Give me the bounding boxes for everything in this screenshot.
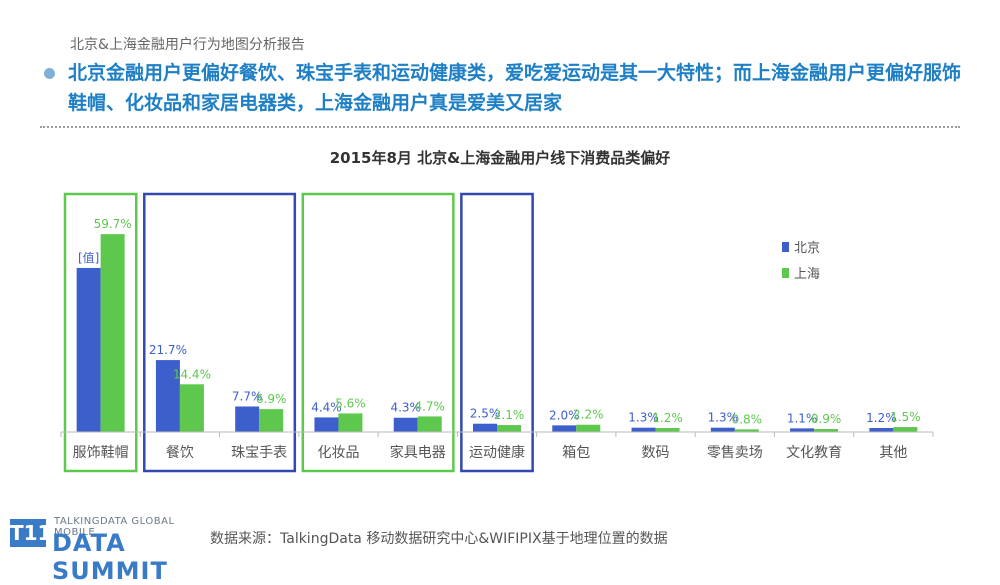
divider: [40, 126, 960, 128]
data-label-shanghai-1: 14.4%: [173, 367, 211, 381]
bar-shanghai-1: [179, 384, 204, 432]
highlight-box-1: [143, 192, 297, 473]
bullet-icon: [44, 68, 55, 79]
data-label-beijing-10: 1.2%: [866, 411, 897, 425]
category-label-3: 化妆品: [317, 445, 359, 461]
legend-swatch-0: [782, 242, 789, 252]
bar-shanghai-4: [417, 416, 442, 432]
headline: 北京金融用户更偏好餐饮、珠宝手表和运动健康类，爱吃爱运动是其一大特性；而上海金融…: [68, 62, 962, 114]
breadcrumb: 北京&上海金融用户行为地图分析报告: [70, 37, 305, 53]
category-label-1: 餐饮: [166, 445, 194, 461]
highlight-box-3: [460, 192, 534, 473]
data-label-shanghai-9: 0.9%: [811, 412, 842, 426]
data-label-beijing-8: 1.3%: [708, 411, 739, 425]
highlight-box-2: [301, 192, 455, 473]
bar-shanghai-8: [734, 429, 759, 432]
data-label-shanghai-4: 4.7%: [414, 399, 445, 413]
data-label-beijing-1: 21.7%: [149, 343, 187, 357]
category-label-4: 家具电器: [390, 444, 446, 461]
logo: T11 TALKINGDATA GLOBAL MOBILE DATA SUMMI…: [4, 513, 204, 585]
data-label-beijing-9: 1.1%: [787, 411, 818, 425]
data-label-beijing-0: [值]: [78, 250, 99, 265]
legend-swatch-1: [782, 268, 789, 278]
logo-bottom-text: DATA SUMMIT: [52, 529, 168, 585]
bar-beijing-2: [235, 406, 260, 432]
bar-beijing-3: [314, 417, 339, 432]
bar-shanghai-0: [100, 234, 125, 432]
logo-top-text: TALKINGDATA GLOBAL MOBILE: [54, 516, 175, 538]
data-label-beijing-5: 2.5%: [470, 407, 501, 421]
data-label-beijing-4: 4.3%: [390, 401, 421, 415]
bar-shanghai-6: [576, 424, 601, 432]
data-label-shanghai-0: 59.7%: [94, 217, 132, 231]
legend-label-0: 北京: [794, 241, 820, 256]
category-label-8: 零售卖场: [707, 445, 763, 461]
data-label-beijing-2: 7.7%: [232, 389, 263, 403]
category-label-9: 文化教育: [786, 445, 842, 461]
data-label-shanghai-6: 2.2%: [573, 408, 604, 422]
bar-beijing-4: [393, 417, 418, 432]
data-label-beijing-7: 1.3%: [628, 411, 659, 425]
category-label-2: 珠宝手表: [231, 445, 287, 461]
footer-source: 数据来源：TalkingData 移动数据研究中心&WIFIPIX基于地理位置的…: [210, 531, 668, 547]
category-label-10: 其他: [879, 445, 907, 461]
legend-label-1: 上海: [794, 267, 820, 282]
data-label-shanghai-5: 2.1%: [494, 408, 525, 422]
data-label-beijing-6: 2.0%: [549, 408, 580, 422]
data-label-shanghai-10: 1.5%: [890, 410, 921, 424]
bar-shanghai-3: [338, 413, 363, 432]
category-label-7: 数码: [642, 445, 670, 461]
bar-shanghai-9: [814, 429, 839, 432]
data-label-shanghai-3: 5.6%: [335, 396, 366, 410]
bar-beijing-10: [869, 428, 894, 432]
bar-beijing-7: [631, 427, 656, 432]
category-label-6: 箱包: [562, 445, 590, 461]
bar-shanghai-10: [893, 427, 918, 432]
bar-beijing-8: [710, 427, 735, 432]
category-label-5: 运动健康: [469, 444, 525, 461]
bar-shanghai-2: [259, 409, 284, 432]
bar-chart: 2015年8月 北京&上海金融用户线下消费品类偏好 [值] 21.7% 7.7% 4.4…: [60, 149, 934, 473]
bar-beijing-6: [552, 425, 577, 432]
category-label-0: 服饰鞋帽: [73, 445, 129, 461]
data-label-shanghai-7: 1.2%: [652, 411, 683, 425]
bar-beijing-5: [473, 423, 497, 432]
logo-mark: T11: [10, 519, 52, 547]
highlight-box-0: [63, 192, 138, 473]
data-label-shanghai-2: 6.9%: [256, 392, 287, 406]
bar-shanghai-5: [497, 425, 521, 432]
data-label-shanghai-8: 0.8%: [732, 412, 763, 426]
bar-beijing-0: [76, 267, 101, 432]
data-label-beijing-3: 4.4%: [311, 400, 342, 414]
bar-beijing-1: [155, 360, 180, 432]
bar-beijing-9: [790, 428, 815, 432]
chart-title: 2015年8月 北京&上海金融用户线下消费品类偏好: [330, 149, 671, 167]
bar-shanghai-7: [655, 428, 680, 432]
